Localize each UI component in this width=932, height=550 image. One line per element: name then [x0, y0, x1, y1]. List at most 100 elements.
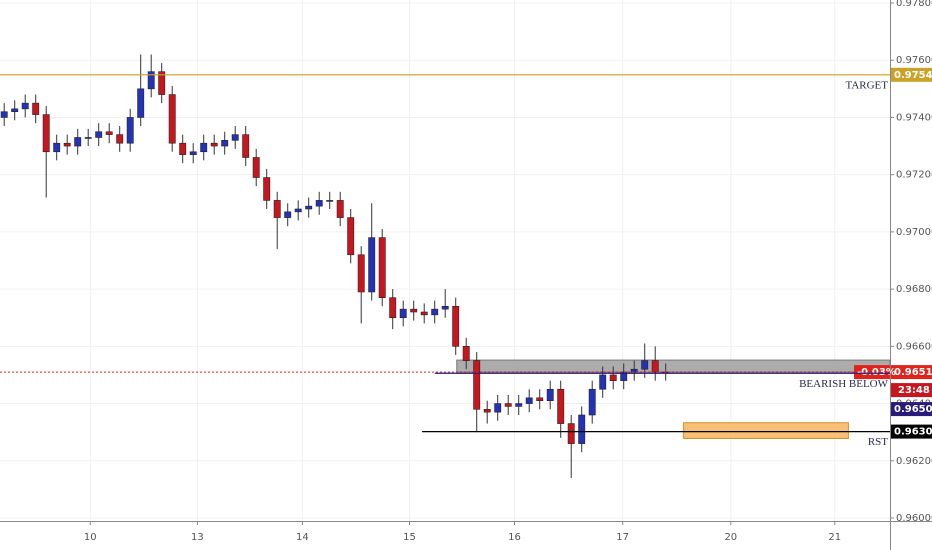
candle-body — [315, 200, 323, 207]
candle-body — [126, 117, 134, 144]
candle-body — [546, 388, 554, 401]
price-tag — [891, 402, 932, 417]
candle-body — [252, 157, 260, 178]
x-tick-label: 15 — [403, 532, 416, 543]
candle-body — [641, 360, 649, 370]
price-tag-label: 0.96302 — [894, 427, 932, 438]
candle-body — [95, 131, 103, 138]
candle-body — [305, 205, 313, 210]
candle-body — [462, 346, 470, 361]
candle-body — [431, 308, 439, 316]
candle-body — [231, 134, 239, 141]
x-tick-label: 20 — [724, 532, 737, 543]
x-tick-label: 14 — [296, 532, 309, 543]
candle-body — [599, 374, 607, 390]
candle-body — [273, 200, 281, 218]
candle-body — [452, 305, 460, 347]
candle-body — [168, 94, 176, 144]
candle-body — [284, 211, 292, 218]
price-tag — [891, 424, 932, 439]
x-tick-label: 10 — [84, 532, 97, 543]
candle-body — [63, 142, 71, 147]
candle-body — [158, 71, 166, 95]
zone — [456, 359, 891, 373]
candle-body — [368, 237, 376, 293]
candle-body — [378, 237, 386, 298]
candle-body — [11, 108, 19, 113]
candle-body — [525, 397, 533, 404]
candle-body — [420, 311, 428, 316]
candle-body — [242, 134, 250, 158]
candle-body — [557, 388, 565, 424]
candle-body — [494, 403, 502, 413]
candle-body — [389, 297, 397, 319]
change-label: -0.03% — [857, 367, 896, 378]
candle-body — [137, 88, 145, 118]
candle-body — [263, 177, 271, 201]
candle-body — [473, 360, 481, 410]
candle-body — [620, 371, 628, 381]
countdown-label: 23:48 — [898, 385, 930, 396]
candle-body — [179, 142, 187, 155]
candle-body — [189, 151, 197, 155]
candle-body — [336, 200, 344, 218]
candle-body — [410, 308, 418, 313]
price-tag-label: 0.96506 — [894, 404, 932, 415]
candle-body — [399, 308, 407, 319]
candle-body — [357, 254, 365, 293]
x-tick-label: 21 — [828, 532, 841, 543]
candle-body — [42, 114, 50, 153]
candle-body — [32, 102, 40, 115]
level-label: TARGET — [845, 79, 888, 91]
candle-body — [294, 208, 302, 213]
price-tag-label: 0.97549 — [894, 70, 932, 81]
level-label: RST — [868, 436, 888, 448]
candle-body — [588, 388, 596, 416]
price-tag — [891, 365, 932, 380]
x-tick-label: 17 — [616, 532, 629, 543]
candle-body — [53, 142, 61, 153]
candle-body — [210, 142, 218, 147]
level-label: BEARISH BELOW — [799, 378, 889, 390]
candle-body — [567, 423, 575, 444]
change-tag — [854, 365, 890, 380]
candle-body — [483, 408, 491, 413]
candle-body — [347, 217, 355, 256]
countdown-tag — [891, 383, 932, 398]
candle-body — [651, 360, 659, 373]
candle-body — [200, 142, 208, 153]
candle-body — [74, 137, 82, 147]
candle-body — [105, 131, 113, 135]
candle-body — [21, 102, 29, 110]
candle-body — [609, 374, 617, 381]
candle-body — [116, 134, 124, 144]
price-tag — [891, 67, 932, 82]
price-tag-label: 0.96510 — [894, 367, 932, 378]
zone — [683, 422, 849, 439]
candle-body — [326, 200, 334, 202]
candle-body — [147, 71, 155, 90]
candle-body — [84, 137, 92, 139]
x-tick-label: 16 — [508, 532, 521, 543]
candle-body — [504, 403, 512, 407]
candle-body — [536, 397, 544, 401]
candle-body — [515, 403, 523, 407]
x-tick-label: 13 — [191, 532, 204, 543]
y-tick-label: 0.97800 — [896, 0, 932, 9]
candle-body — [221, 140, 229, 147]
candle-body — [578, 414, 586, 444]
candle-body — [630, 368, 638, 373]
candle-body — [0, 111, 8, 118]
candle-body — [441, 305, 449, 310]
